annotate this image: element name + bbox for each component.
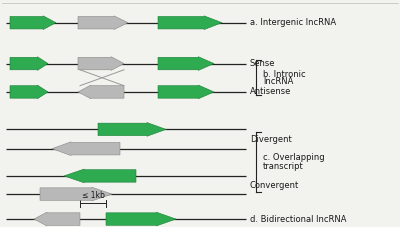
Text: Divergent: Divergent — [250, 135, 292, 143]
Text: Sense: Sense — [250, 59, 276, 68]
Polygon shape — [106, 212, 176, 226]
Polygon shape — [158, 57, 214, 70]
Text: b. Intronic: b. Intronic — [263, 70, 306, 79]
Polygon shape — [158, 16, 222, 30]
Text: c. Overlapping: c. Overlapping — [263, 153, 325, 163]
Polygon shape — [10, 16, 56, 30]
Polygon shape — [158, 85, 214, 99]
Polygon shape — [78, 16, 128, 30]
Polygon shape — [78, 57, 124, 70]
Polygon shape — [10, 85, 48, 99]
Polygon shape — [64, 169, 136, 183]
Text: lncRNA: lncRNA — [263, 77, 294, 86]
Polygon shape — [10, 57, 48, 70]
Polygon shape — [40, 187, 112, 201]
Polygon shape — [52, 142, 120, 155]
Polygon shape — [78, 85, 124, 99]
Text: a. Intergenic lncRNA: a. Intergenic lncRNA — [250, 18, 336, 27]
Text: transcript: transcript — [263, 162, 304, 171]
Text: Antisense: Antisense — [250, 87, 291, 96]
Polygon shape — [98, 123, 166, 136]
Text: Convergent: Convergent — [250, 180, 299, 190]
Text: ≤ 1kb: ≤ 1kb — [82, 191, 104, 200]
Polygon shape — [34, 212, 80, 226]
Text: d. Bidirectional lncRNA: d. Bidirectional lncRNA — [250, 215, 346, 224]
